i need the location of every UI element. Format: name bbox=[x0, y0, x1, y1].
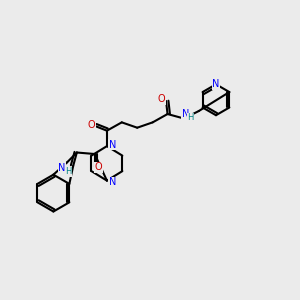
Text: N: N bbox=[109, 140, 116, 150]
Text: O: O bbox=[95, 162, 102, 172]
Text: H: H bbox=[187, 113, 194, 122]
Text: O: O bbox=[158, 94, 165, 104]
Text: N: N bbox=[58, 163, 65, 173]
Text: N: N bbox=[109, 177, 116, 187]
Text: H: H bbox=[65, 167, 72, 176]
Text: O: O bbox=[88, 120, 96, 130]
Text: N: N bbox=[182, 109, 189, 119]
Text: N: N bbox=[212, 79, 220, 89]
